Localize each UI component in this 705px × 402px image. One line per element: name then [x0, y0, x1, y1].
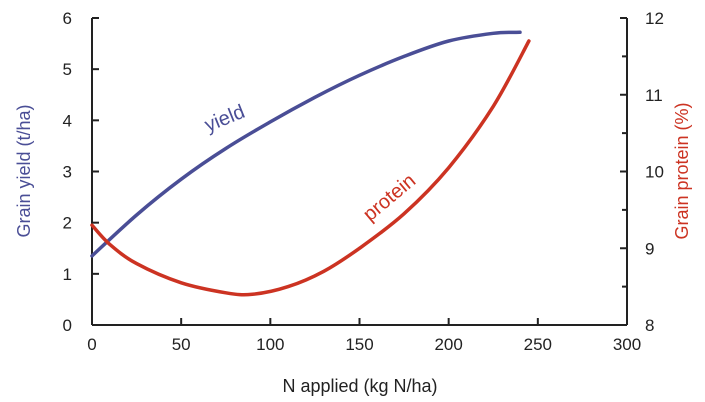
- right-y-tick-label: 9: [645, 239, 654, 258]
- x-tick-label: 0: [87, 335, 96, 354]
- yield-series-line: [90, 30, 522, 258]
- left-y-tick-label: 3: [63, 163, 72, 182]
- right-y-tick-label: 8: [645, 316, 654, 335]
- protein-series-line: [90, 39, 531, 297]
- x-tick-label: 50: [172, 335, 191, 354]
- x-tick-label: 250: [524, 335, 552, 354]
- right-axis-title: Grain protein (%): [672, 102, 692, 239]
- x-tick-label: 150: [345, 335, 373, 354]
- x-tick-label: 300: [613, 335, 641, 354]
- left-y-tick-label: 6: [63, 9, 72, 28]
- left-y-tick-label: 2: [63, 214, 72, 233]
- x-tick-label: 100: [256, 335, 284, 354]
- x-tick-label: 200: [434, 335, 462, 354]
- yield-series-label: yield: [202, 101, 248, 137]
- right-y-tick-label: 11: [645, 86, 663, 105]
- protein-series-label: protein: [359, 170, 420, 226]
- left-axis-title: Grain yield (t/ha): [14, 104, 34, 237]
- left-y-tick-label: 5: [63, 60, 72, 79]
- left-y-tick-label: 0: [63, 316, 72, 335]
- left-y-tick-label: 4: [63, 111, 72, 130]
- series-layer: [90, 30, 531, 297]
- right-y-tick-label: 12: [645, 9, 664, 28]
- right-y-tick-label: 10: [645, 163, 664, 182]
- x-axis-title: N applied (kg N/ha): [282, 376, 437, 396]
- left-y-tick-label: 1: [63, 265, 72, 284]
